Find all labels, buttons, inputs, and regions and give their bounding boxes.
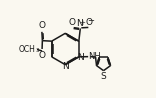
Text: S: S xyxy=(101,72,106,81)
Text: O: O xyxy=(68,18,76,27)
Text: O: O xyxy=(86,18,93,27)
Text: N: N xyxy=(76,19,83,28)
Text: 3: 3 xyxy=(35,48,39,53)
Text: −: − xyxy=(88,16,95,25)
Text: N: N xyxy=(77,53,84,62)
Text: O: O xyxy=(38,51,45,60)
Text: N: N xyxy=(62,62,69,71)
Text: +: + xyxy=(79,20,85,26)
Text: OCH: OCH xyxy=(18,45,35,54)
Text: O: O xyxy=(38,21,45,30)
Text: NH: NH xyxy=(88,52,101,61)
